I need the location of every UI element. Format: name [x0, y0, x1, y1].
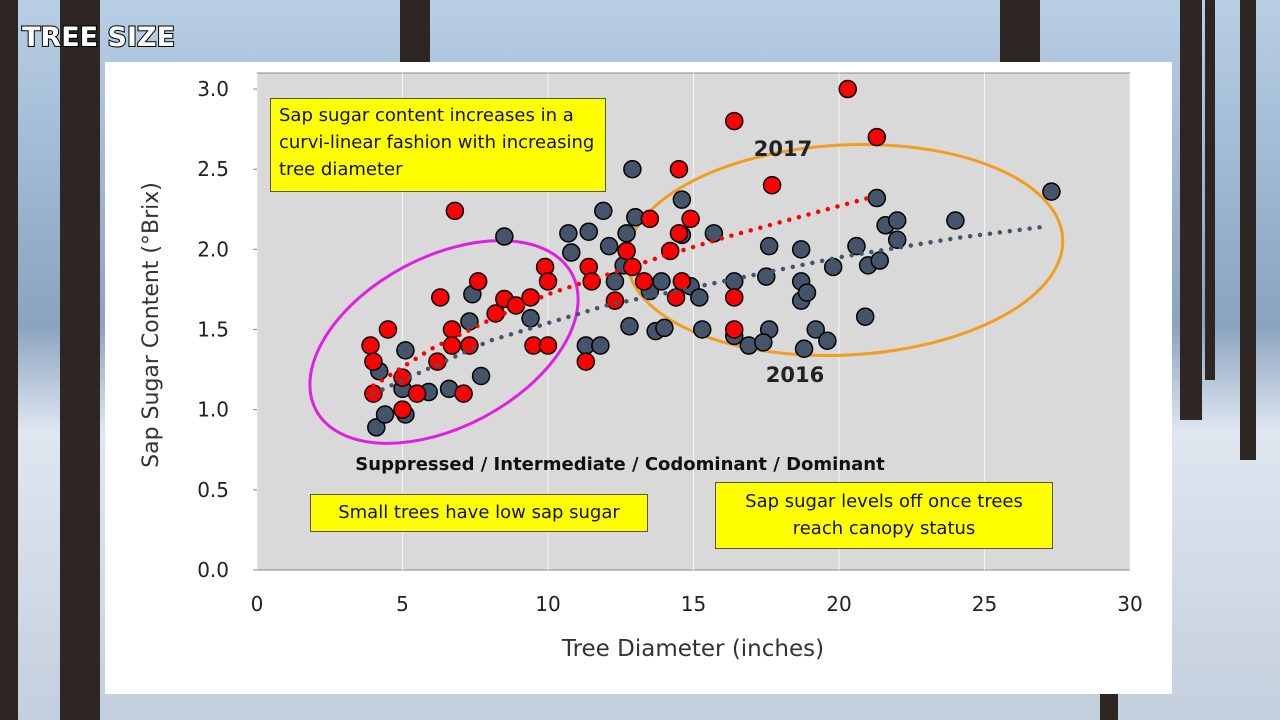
point — [640, 209, 660, 229]
point — [655, 318, 674, 338]
point — [367, 418, 386, 437]
point — [870, 251, 889, 270]
class-label: Suppressed / Intermediate / Codominant /… — [355, 454, 885, 475]
point — [361, 336, 380, 355]
point — [617, 224, 636, 243]
point — [393, 400, 412, 419]
point — [666, 288, 686, 307]
point — [495, 227, 514, 246]
point — [576, 352, 596, 371]
x-tick-label: 10 — [535, 592, 560, 616]
point — [847, 236, 866, 256]
point — [724, 272, 744, 291]
y-tick-label: 0.5 — [197, 478, 229, 502]
note-box: Sap sugar levels off once trees reach ca… — [715, 482, 1053, 549]
point — [681, 209, 700, 229]
point — [634, 272, 654, 291]
x-tick-label: 30 — [1117, 592, 1142, 616]
x-axis-title: Tree Diameter (inches) — [561, 636, 824, 662]
x-tick-label: 5 — [396, 592, 409, 616]
point — [887, 230, 907, 249]
point — [582, 272, 601, 291]
point — [599, 236, 619, 256]
point — [594, 201, 613, 221]
series-label: 2017 — [754, 137, 812, 161]
point — [605, 272, 625, 291]
point — [468, 272, 488, 291]
note-box: Small trees have low sap sugar — [310, 494, 648, 532]
point — [559, 224, 578, 243]
point — [672, 272, 692, 291]
point — [591, 336, 610, 355]
point — [652, 272, 671, 291]
point — [538, 336, 558, 355]
y-tick-label: 2.0 — [197, 237, 229, 261]
point — [407, 384, 427, 403]
point — [855, 307, 875, 326]
point — [617, 241, 636, 261]
point — [471, 366, 491, 386]
point — [579, 222, 598, 241]
point — [946, 211, 965, 230]
slide-title: TREE SIZE — [22, 22, 175, 53]
point — [692, 320, 712, 339]
point — [672, 190, 692, 209]
point — [364, 352, 383, 371]
point — [762, 175, 782, 195]
point — [431, 288, 450, 307]
point — [791, 240, 811, 259]
point — [623, 159, 642, 179]
point — [623, 257, 642, 277]
point — [460, 312, 479, 331]
point — [724, 320, 744, 339]
point — [428, 352, 447, 371]
point — [669, 224, 689, 243]
ellipse-small — [308, 239, 580, 445]
trend-line — [371, 224, 1045, 396]
point — [794, 339, 814, 359]
point — [378, 320, 398, 339]
point — [454, 384, 473, 403]
y-tick-label: 2.5 — [197, 157, 229, 181]
series-label: 2016 — [766, 363, 824, 387]
point — [724, 288, 744, 307]
point — [887, 211, 907, 230]
point — [867, 127, 887, 147]
point — [724, 111, 744, 131]
point — [754, 333, 773, 352]
y-axis-title: Sap Sugar Content (°Brix) — [139, 182, 164, 468]
point — [669, 159, 689, 179]
point — [806, 320, 825, 339]
point — [867, 188, 887, 208]
trend-line — [371, 195, 871, 388]
y-tick-label: 1.0 — [197, 398, 229, 422]
point — [690, 288, 709, 307]
point — [521, 288, 540, 307]
point — [396, 341, 415, 360]
point — [521, 309, 540, 328]
point — [375, 405, 395, 424]
point — [838, 79, 857, 99]
point — [797, 283, 817, 302]
point — [759, 236, 779, 256]
point — [818, 331, 837, 350]
point — [445, 201, 465, 221]
x-tick-label: 20 — [826, 592, 851, 616]
note-box: Sap sugar content increases in a curvi-l… — [270, 98, 606, 192]
x-tick-label: 0 — [251, 592, 264, 616]
y-tick-label: 3.0 — [197, 77, 229, 101]
point — [538, 272, 558, 291]
point — [562, 243, 581, 262]
y-tick-label: 0.0 — [197, 558, 229, 582]
x-tick-label: 15 — [681, 592, 706, 616]
y-tick-label: 1.5 — [197, 318, 229, 342]
point — [1042, 182, 1061, 201]
point — [620, 317, 639, 336]
point — [605, 291, 625, 310]
point — [823, 257, 843, 277]
x-tick-label: 25 — [972, 592, 997, 616]
